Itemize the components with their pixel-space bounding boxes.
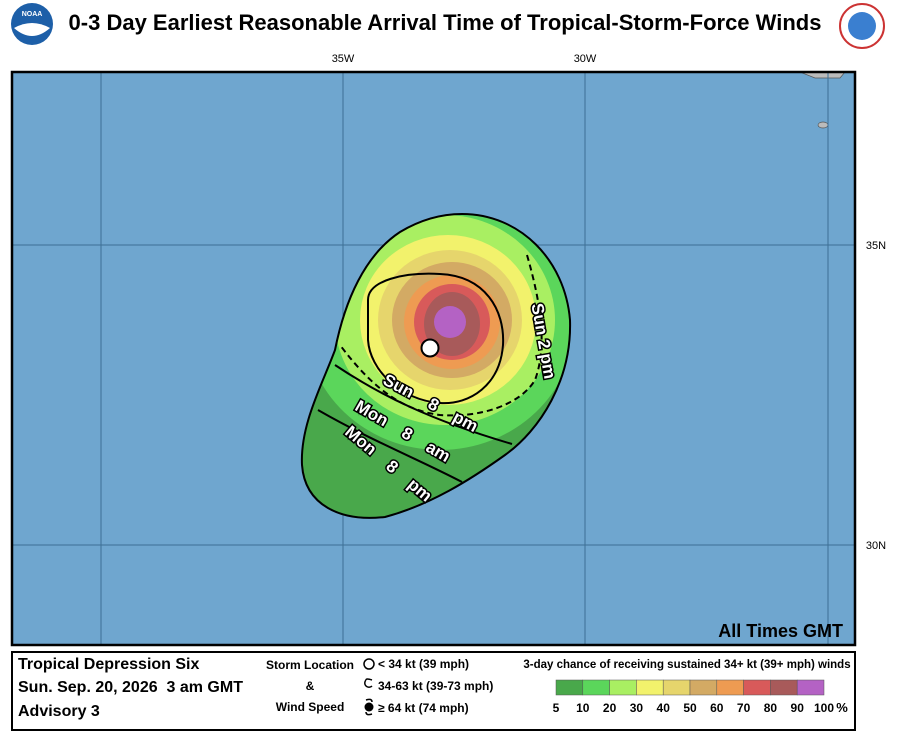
scale-label: 90 xyxy=(791,701,805,715)
scale-swatch xyxy=(743,679,771,696)
contour xyxy=(317,409,463,483)
title: 0-3 Day Earliest Reasonable Arrival Time… xyxy=(69,10,822,35)
key-symbol xyxy=(364,702,374,712)
lat-label: 30N xyxy=(866,540,886,552)
swath-zone xyxy=(434,306,466,338)
scale-label: 70 xyxy=(737,701,751,715)
scale-swatch xyxy=(636,679,664,696)
land xyxy=(817,121,829,129)
color-scale: 5 10 20 30 40 50 60 70 80 90 100% xyxy=(553,679,848,715)
key-item: ≥ 64 kt (74 mph) xyxy=(378,701,469,715)
scale-label: 100 xyxy=(814,701,834,715)
scale-label: 60 xyxy=(710,701,724,715)
lon-label: 30W xyxy=(574,53,597,65)
scale-label: 80 xyxy=(764,701,778,715)
logo-text: NOAA xyxy=(22,11,43,18)
key-symbol xyxy=(364,678,373,688)
advisory-date: Sun. Sep. 20, 2026 3 am GMT xyxy=(18,679,243,696)
advisory-number: Advisory 3 xyxy=(18,703,100,720)
time-note: All Times GMT xyxy=(718,621,843,641)
storm-location xyxy=(420,338,440,358)
key-title: Wind Speed xyxy=(276,700,345,714)
scale-swatch xyxy=(609,679,637,696)
scale-swatch xyxy=(582,679,610,696)
scale-swatch xyxy=(555,679,584,696)
key-item: < 34 kt (39 mph) xyxy=(378,657,469,671)
scale-label: 10 xyxy=(576,701,590,715)
scale-label: 30 xyxy=(630,701,644,715)
lon-label: 35W xyxy=(332,53,355,65)
contour xyxy=(367,272,505,405)
key-title: & xyxy=(306,679,315,693)
legend-box xyxy=(11,651,856,731)
scale-swatch xyxy=(662,679,691,696)
scale-swatch xyxy=(689,679,718,696)
scale-unit: % xyxy=(836,700,848,715)
scale-swatch xyxy=(716,679,744,696)
key-title: Storm Location xyxy=(266,658,354,672)
logo-bird xyxy=(14,23,50,36)
key-item: 34-63 kt (39-73 mph) xyxy=(378,679,493,693)
scale-label: 20 xyxy=(603,701,617,715)
contour xyxy=(334,364,513,445)
scale-swatch xyxy=(770,679,798,696)
scale-label: 40 xyxy=(657,701,671,715)
map-frame xyxy=(10,70,857,647)
nws-logo-inner xyxy=(848,12,876,40)
scale-label: 50 xyxy=(683,701,697,715)
key-symbol xyxy=(365,698,373,716)
contour xyxy=(339,254,543,417)
scale-swatch xyxy=(796,679,825,696)
lat-label: 35N xyxy=(866,240,886,252)
scale-label: 5 xyxy=(553,701,560,715)
probability-swath xyxy=(301,214,571,518)
map: Sun 2 pm Sun 8 pm Mon 8 am Mon 8 pm All … xyxy=(12,72,855,645)
key-symbol xyxy=(363,658,375,670)
land xyxy=(799,72,846,79)
scale-title: 3-day chance of receiving sustained 34+ … xyxy=(523,659,850,671)
storm-name: Tropical Depression Six xyxy=(18,656,200,673)
